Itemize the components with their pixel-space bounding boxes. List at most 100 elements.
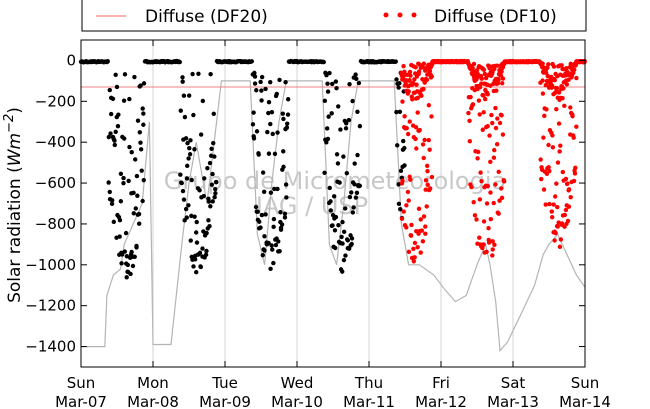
df-black-point [108,111,114,117]
x-tick-label-day: Sat [501,374,526,392]
df10-series-point [488,159,493,165]
df-black-point [136,211,142,217]
df-black-point [321,59,326,65]
df-black-point [185,140,190,146]
df-black-point [138,147,144,152]
df-black-point [396,201,402,206]
df10-series-point [425,72,430,77]
df10-series-point [542,113,547,119]
df10-series-point [495,116,500,121]
df-black-point [350,210,356,215]
df10-series-point [404,225,409,230]
df-black-point [325,136,331,142]
x-tick-label-date: Mar-10 [271,393,323,409]
df10-series-point [490,120,495,126]
df-black-point [284,195,289,200]
x-tick-label-date: Mar-11 [343,393,395,409]
df10-series-point [562,212,568,218]
df-black-point [187,146,192,151]
df10-series-point [412,77,417,82]
df-black-point [268,121,273,127]
df-black-point [279,222,285,227]
df-black-point [349,241,354,247]
df10-series-point [474,68,480,73]
df-black-point [127,144,132,150]
df-black-point [333,214,339,220]
df10-series-point [416,69,422,74]
df10-series-point [488,190,493,195]
df-black-point [271,260,276,266]
df-black-point [324,140,329,145]
df-black-point [330,223,335,228]
df-black-point [121,136,127,141]
df10-series-point [549,209,554,214]
df-black-point [356,80,362,86]
x-tick-label-day: Sun [67,374,96,392]
df-black-point [269,243,274,248]
df-black-point [276,239,281,244]
df10-series-point [499,113,504,118]
df10-series-point [499,195,505,200]
df10-series-point [566,204,572,209]
df10-series-point [429,114,434,119]
df-black-point [200,98,206,104]
df10-series-point [539,176,544,182]
df10-series-point [426,137,431,143]
df10-series-point [544,107,549,112]
plot-area: 0−200−400−600−800−1000−1200−1400SunMar-0… [25,39,611,409]
df-black-point [258,225,263,230]
x-tick-label-day: Sun [571,374,600,392]
df-black-point [127,96,132,102]
df-black-point [117,218,123,223]
df-black-point [186,203,191,208]
df-black-point [250,122,256,127]
df10-series-point [553,230,558,236]
df-black-point [268,190,274,195]
df10-series-point [477,235,482,240]
df-black-point [121,180,126,186]
df10-series-point [549,83,555,88]
df10-series-point [481,242,486,247]
df10-series-point [551,64,557,69]
df10-series-point [561,86,566,91]
df-black-point [252,74,258,79]
df-black-point [344,170,350,176]
df10-series-point [554,86,560,91]
x-tick-label-date: Mar-13 [487,393,539,409]
df-black-point [125,262,131,268]
df10-series-point [405,189,411,195]
df10-series-point [486,226,491,231]
df10-series-point [550,133,555,138]
df-black-point [322,170,327,175]
df-black-point [178,108,183,113]
df-black-point [275,186,280,192]
df-black-point [278,227,284,232]
df-black-point [126,178,131,184]
df-black-point [260,252,265,258]
y-tick-label: −1400 [25,338,76,356]
df10-series-point [411,259,417,264]
df-black-point [141,81,147,86]
df10-series-point [560,169,566,175]
df10-series-point [499,69,504,74]
df-black-point [282,211,288,216]
df10-series-point [425,168,430,174]
df10-series-point [418,217,423,222]
df10-series-point [415,244,420,250]
df10-series-point [540,91,546,96]
df-black-point [357,183,363,188]
df10-series-point [563,207,569,213]
df-black-point [251,110,256,115]
df-black-point [333,79,339,84]
df-black-point [117,234,122,239]
df-black-point [272,151,278,157]
df10-series-point [573,165,578,171]
legend-df10-label: Diffuse (DF10) [434,7,557,27]
df-black-point [208,204,213,209]
df-black-point [284,125,290,130]
df-black-point [333,245,338,251]
df10-series-point [484,201,490,206]
df-black-point [185,163,190,169]
df-black-point [135,193,140,198]
df10-series-point [400,99,405,104]
